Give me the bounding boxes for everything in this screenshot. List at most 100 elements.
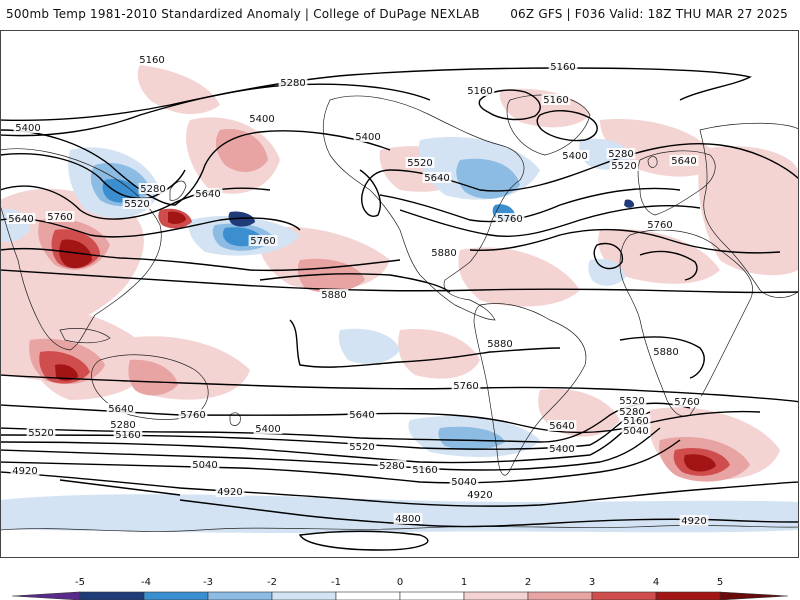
contour-label-bg [609,160,639,171]
contour-label: 5640 [108,404,133,415]
contour-5880-tropics [1,269,798,294]
contour-label-bg [193,188,223,199]
contour-label-bg [137,54,167,65]
contour-label-bg [347,441,377,452]
contour-label: 5520 [349,442,374,453]
contour-5160-arctic-loop [478,89,541,121]
positive-anomaly-area [128,359,178,396]
contour-label-bg [495,213,525,224]
contour-5760-atl [469,228,781,254]
contour-label-bg [138,183,168,194]
positive-anomaly-area [55,364,78,381]
positive-anomaly-area [297,258,365,293]
contour-labels: 5160528051605160516054005400540054005280… [6,54,709,527]
contour-label-bg [451,380,481,391]
colorbar-tick-label: 2 [525,577,531,588]
contour-5640-pacific [1,217,301,238]
colorbar-tick-label: 4 [653,577,659,588]
contour-label-bg [393,513,423,524]
contour-4800 [298,530,429,551]
colorbar-segment [399,591,465,600]
contour-5160-greenland [536,110,598,142]
contour-label: 5640 [8,214,33,225]
contour-label-bg [122,198,152,209]
contour-label-bg [617,395,647,406]
contour-label: 5760 [453,381,478,392]
europe-outline [637,150,716,216]
negative-anomaly-area [438,426,505,451]
contour-5760-loop-africa [593,242,624,270]
contour-label: 4920 [467,490,492,501]
contour-label: 5640 [195,189,220,200]
contour-label: 5520 [28,428,53,439]
contour-label: 5400 [355,132,380,143]
colorbar-segment [207,591,273,600]
colorbar-tick-label: -1 [331,577,341,588]
asia-outline [699,122,798,298]
contour-5880-africa [619,336,705,379]
contour-label: 5640 [424,173,449,184]
model-run-info: 06Z GFS | F036 Valid: 18Z THU MAR 27 202… [510,7,788,21]
contour-5280-south [1,411,651,464]
contour-label-bg [178,409,208,420]
colorbar-tick-label: -3 [203,577,213,588]
contour-5280 [1,83,431,137]
contour-5160 [1,67,752,122]
contour-5760-south [1,374,798,403]
contour-label: 5520 [619,396,644,407]
contour-label: 5400 [15,123,40,134]
contour-label-bg [278,77,308,88]
contour-label-bg [621,425,651,436]
contour-label: 5280 [280,78,305,89]
positive-anomaly-area [59,239,92,269]
contour-label: 5160 [412,465,437,476]
contour-label: 5640 [549,421,574,432]
contour-label-bg [405,157,435,168]
contour-label: 5520 [124,199,149,210]
colorbar-tick-label: 5 [717,577,723,588]
contour-label: 5880 [487,339,512,350]
contour-label: 5520 [611,161,636,172]
contour-label: 5520 [407,158,432,169]
positive-anomaly-area [598,229,720,284]
contour-label: 5640 [671,156,696,167]
north-america-outline [322,95,525,321]
contour-label-bg [541,94,571,105]
contour-5880-north [259,273,451,293]
contour-label-bg [547,443,577,454]
japan-outline [169,180,187,201]
contour-label: 5760 [497,214,522,225]
contour-label: 5040 [451,477,476,488]
colorbar-segment [719,591,789,600]
contour-5040-south-b [59,479,181,496]
contour-label-bg [672,396,702,407]
contour-label-bg [485,338,515,349]
contour-5040-south [1,439,681,484]
contour-label: 5880 [321,290,346,301]
colorbar-tick-label: -4 [141,577,151,588]
contour-label-bg [560,150,590,161]
colorbar-segment [527,591,593,600]
contour-label: 5280 [379,461,404,472]
colorbar-tick-label: 0 [397,577,403,588]
contour-label-bg [45,211,75,222]
contour-label: 5040 [623,426,648,437]
chart-title: 500mb Temp 1981-2010 Standardized Anomal… [6,7,480,21]
colorbar-tick-label: -2 [267,577,277,588]
negative-anomaly-area [588,258,625,286]
contour-label-bg [248,235,278,246]
contour-label-bg [465,489,495,500]
contour-label: 5160 [467,86,492,97]
contour-label-bg [645,219,675,230]
contour-label-bg [606,148,636,159]
contour-label-bg [410,464,440,475]
asia-west-outline [1,148,162,351]
colorbar-tick-label: -5 [75,577,85,588]
negative-anomaly-area [228,211,255,227]
colorbar-segment [271,591,337,600]
contour-label: 5280 [608,149,633,160]
contour-label: 5880 [431,248,456,259]
contour-5400-na [359,143,798,217]
negative-anomaly-area [456,158,520,199]
contour-4920-south [1,471,798,507]
